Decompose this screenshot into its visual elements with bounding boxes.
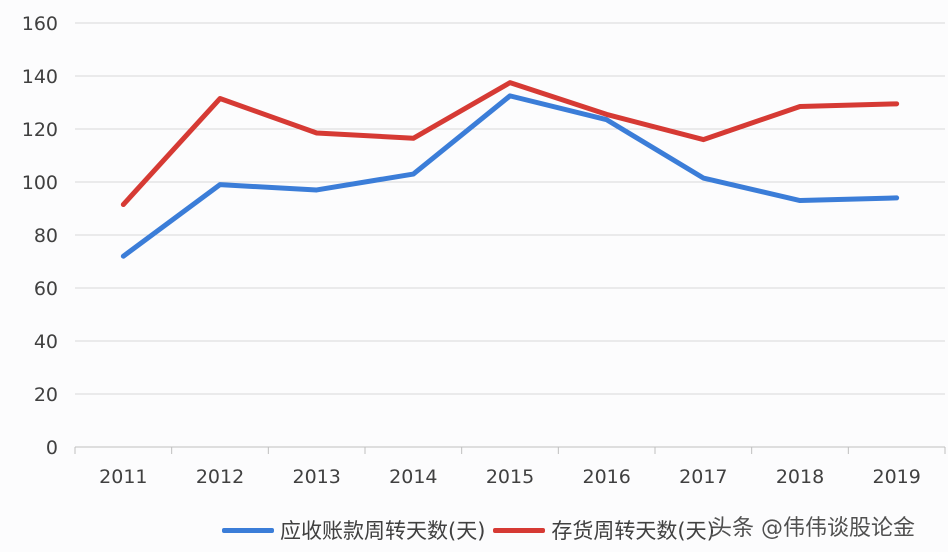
y-tick-label: 60 <box>34 278 58 300</box>
x-tick-label: 2016 <box>582 466 630 488</box>
legend-label: 应收账款周转天数(天) <box>280 519 486 543</box>
legend-label: 存货周转天数(天) <box>551 519 715 543</box>
x-tick-label: 2015 <box>486 466 534 488</box>
x-tick-label: 2014 <box>389 466 437 488</box>
x-tick-label: 2017 <box>679 466 727 488</box>
series-lines <box>120 80 900 259</box>
legend-item-inventory: 存货周转天数(天) <box>493 515 715 545</box>
legend-item-receivables: 应收账款周转天数(天) <box>222 515 485 545</box>
x-tick-label: 2013 <box>292 466 340 488</box>
y-tick-label: 160 <box>22 13 58 35</box>
y-tick-label: 40 <box>34 331 58 353</box>
x-axis-ticks: 2011 2012 2013 2014 2015 2016 2017 2018 2019 <box>99 466 921 488</box>
x-tick-label: 2018 <box>776 466 824 488</box>
x-tick-label: 2012 <box>196 466 244 488</box>
y-tick-label: 140 <box>22 66 58 88</box>
x-tick-label: 2011 <box>99 466 147 488</box>
legend-swatch-blue <box>222 527 274 533</box>
y-tick-label: 20 <box>34 384 58 406</box>
legend: 应收账款周转天数(天) 存货周转天数(天) <box>222 515 723 545</box>
gridlines <box>74 22 946 454</box>
legend-swatch-red <box>493 527 546 533</box>
y-tick-label: 80 <box>34 225 58 247</box>
y-tick-label: 100 <box>22 172 58 194</box>
y-tick-label: 120 <box>22 119 58 141</box>
y-tick-label: 0 <box>46 437 58 459</box>
series-line-0 <box>120 93 900 259</box>
x-tick-label: 2019 <box>872 466 920 488</box>
watermark: 头条 @伟伟谈股论金 <box>710 516 915 541</box>
y-axis-ticks: 0 20 40 60 80 100 120 140 160 <box>22 13 58 459</box>
